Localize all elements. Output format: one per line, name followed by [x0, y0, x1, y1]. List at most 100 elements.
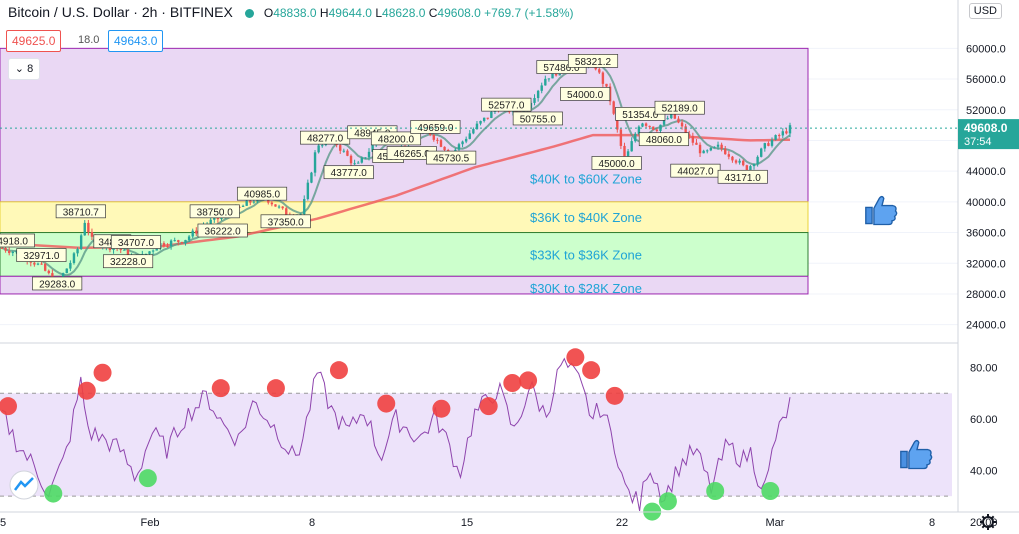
- time-tick: Feb: [141, 517, 160, 529]
- candle-body: [644, 123, 648, 126]
- ohlc-values: O48838.0 H49644.0 L48628.0 C49608.0 +769…: [263, 6, 574, 20]
- candle-body: [270, 202, 274, 205]
- candle-body: [285, 208, 288, 216]
- price-axis-bg: [958, 0, 1019, 534]
- candle-body: [346, 150, 349, 156]
- oversold-marker: [658, 492, 677, 511]
- candle-body: [457, 144, 461, 150]
- candle-body: [616, 113, 619, 130]
- candle-body: [731, 156, 734, 161]
- candle-body: [43, 263, 47, 271]
- candle-body: [666, 118, 669, 120]
- candle-body: [706, 150, 709, 152]
- oversold-marker: [706, 482, 725, 500]
- buy-button[interactable]: 49643.0: [108, 30, 164, 52]
- candle-body: [83, 222, 86, 236]
- rsi-tick: 40.00: [970, 465, 998, 477]
- candle-body: [601, 72, 605, 84]
- price-label: 34707.0: [118, 238, 155, 249]
- candle-body: [648, 125, 651, 127]
- price-label-box: [16, 248, 67, 262]
- price-label: 52577.0: [488, 101, 525, 112]
- overbought-marker: [479, 397, 498, 416]
- overbought-marker: [566, 348, 585, 367]
- candle-body: [36, 263, 40, 265]
- candle-body: [277, 206, 281, 208]
- sell-button[interactable]: 49625.0: [6, 30, 62, 52]
- candle-body: [7, 250, 11, 254]
- price-label-box: [103, 254, 154, 269]
- candle-body: [306, 182, 310, 200]
- oversold-marker: [761, 482, 780, 500]
- currency-button[interactable]: USD: [968, 3, 1002, 19]
- price-label-box: [654, 100, 705, 115]
- candle-body: [173, 240, 176, 242]
- market-status-icon: [244, 8, 254, 18]
- candle-body: [342, 150, 346, 152]
- price-label-box: [410, 120, 461, 134]
- price-label-box: [567, 54, 619, 68]
- price-label: 29283.0: [39, 279, 76, 290]
- candle-body: [245, 200, 248, 206]
- candle-body: [11, 251, 14, 254]
- thumbs-up-icon: [900, 439, 933, 470]
- candle-body: [123, 249, 126, 251]
- candle-body: [436, 139, 439, 141]
- candle-body: [191, 230, 194, 237]
- zone-label: $36K to $40K Zone: [530, 210, 642, 225]
- candle-body: [464, 138, 468, 142]
- candle-body: [770, 139, 774, 146]
- candle-body: [752, 164, 756, 167]
- candle-body: [749, 166, 752, 173]
- candle-body: [321, 145, 324, 147]
- price-label-box: [591, 156, 642, 170]
- thumb-hand: [908, 439, 933, 470]
- price-labels: 34918.032971.029283.038710.73484934707.0…: [0, 54, 958, 290]
- price-label: 32228.0: [110, 257, 147, 268]
- rsi-panel: [0, 348, 952, 521]
- overbought-marker: [519, 371, 538, 390]
- overbought-marker: [432, 399, 451, 418]
- price-label: 48277.0: [307, 134, 344, 145]
- candle-body: [72, 253, 76, 263]
- indicators-toggle[interactable]: ⌄ 8: [8, 58, 40, 80]
- gear-tooth: [990, 524, 995, 529]
- candle-body: [738, 160, 741, 163]
- price-label: 45000.0: [599, 159, 636, 170]
- candle-body: [65, 268, 68, 274]
- spread-value: 18.0: [78, 34, 100, 46]
- price-label: 37350.0: [268, 217, 305, 228]
- candle-body: [76, 249, 79, 254]
- price-label-box: [512, 111, 563, 126]
- candle-body: [79, 235, 83, 250]
- time-tick: 15: [461, 517, 473, 529]
- symbol-title[interactable]: Bitcoin / U.S. Dollar · 2h · BITFINEX: [8, 4, 233, 20]
- candle-body: [652, 126, 655, 130]
- price-label-box: [0, 233, 35, 248]
- candle-body: [763, 143, 767, 149]
- gear-tooth: [990, 515, 995, 520]
- rsi-tick: 80.00: [970, 363, 998, 375]
- candle-body: [151, 250, 155, 252]
- candle-body: [281, 206, 284, 209]
- overbought-marker: [605, 386, 624, 405]
- gear-icon[interactable]: [980, 514, 996, 530]
- candle-body: [461, 141, 464, 145]
- price-tick: 32000.0: [966, 258, 1006, 270]
- price-label: 40985.0: [244, 190, 281, 201]
- candle-body: [360, 157, 364, 163]
- candle-body: [0, 247, 4, 249]
- candle-body: [605, 83, 608, 87]
- price-label: 48200.0: [378, 134, 415, 145]
- candle-body: [630, 141, 633, 152]
- price-label-box: [197, 223, 248, 238]
- candle-body: [475, 123, 479, 130]
- candle-body: [612, 101, 615, 114]
- candle-body: [673, 112, 677, 119]
- candle-body: [634, 133, 637, 142]
- gear-tooth: [981, 524, 986, 529]
- candle-body: [47, 270, 50, 274]
- overbought-marker: [0, 397, 17, 416]
- candle-body: [626, 151, 630, 161]
- current-price-value: 49608.0: [964, 121, 1008, 135]
